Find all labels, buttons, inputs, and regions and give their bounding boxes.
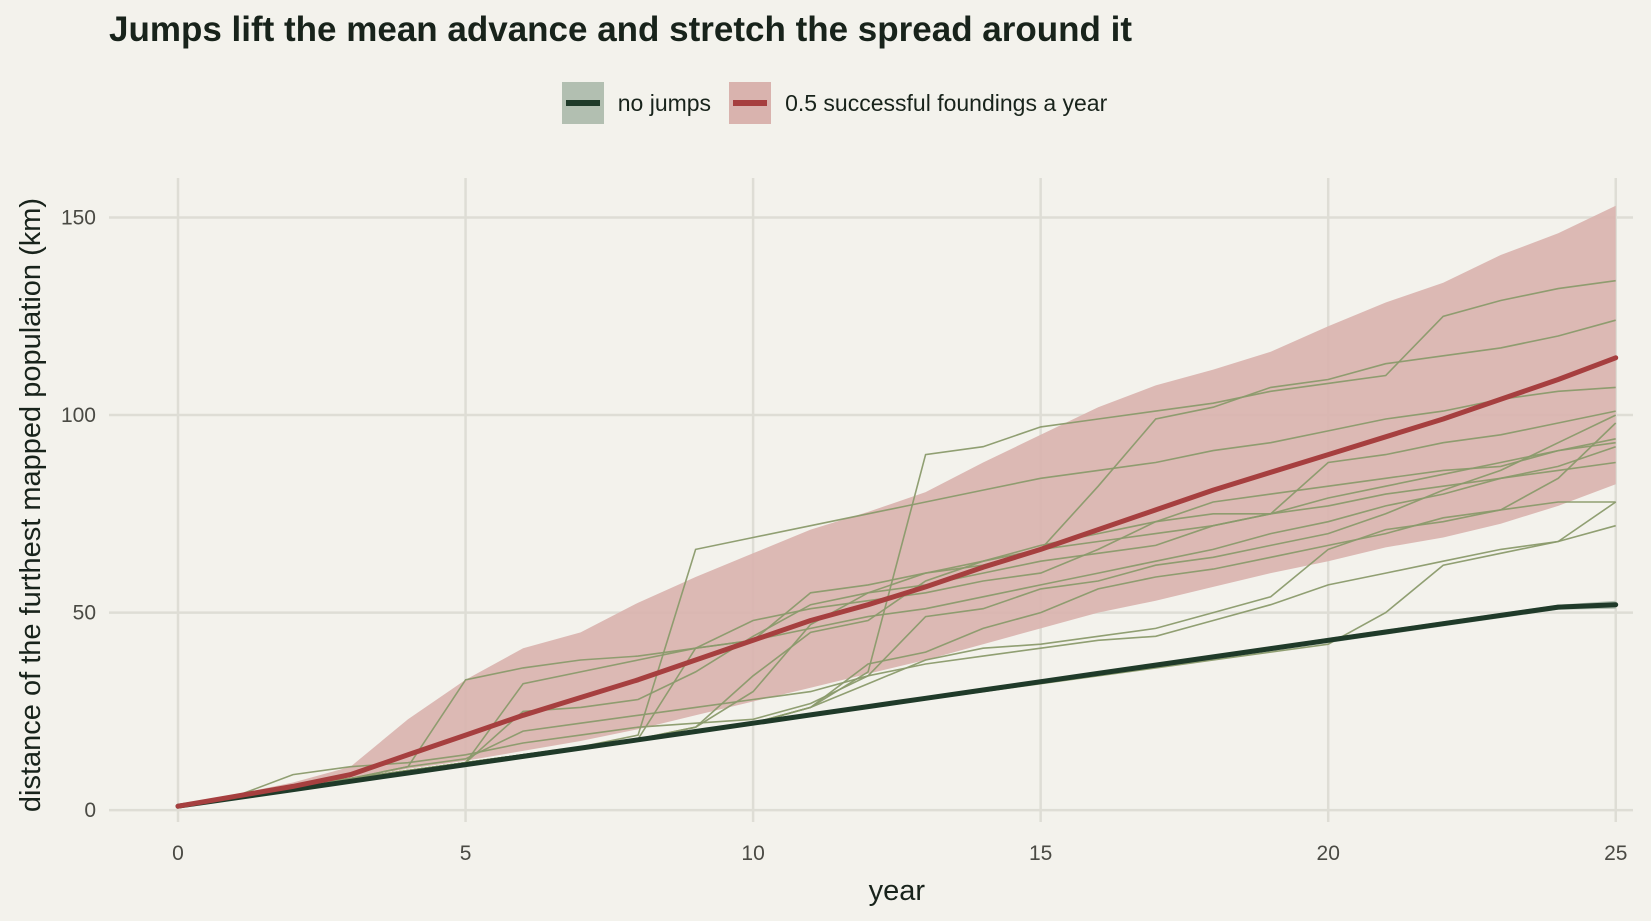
legend: no jumps 0.5 successful foundings a year: [0, 82, 1651, 124]
run-line-3: [177, 501, 1617, 807]
run-line-1: [177, 414, 1617, 807]
line-no-jumps: [175, 602, 1619, 809]
bands: [178, 205, 1616, 807]
y-tick-label-150: 150: [61, 207, 96, 230]
legend-label-jumps: 0.5 successful foundings a year: [785, 89, 1108, 116]
legend-key-jumps: [729, 82, 772, 124]
x-tick-label-5: 5: [460, 842, 472, 865]
x-tick-label-10: 10: [741, 842, 764, 865]
line-jumps: [175, 355, 1619, 809]
x-tick-label-15: 15: [1029, 842, 1052, 865]
x-tick-label-20: 20: [1317, 842, 1340, 865]
band-jumps: [178, 205, 1616, 807]
y-tick-label-50: 50: [73, 602, 96, 625]
legend-key-no-jumps-line: [565, 100, 600, 106]
y-axis-label: distance of the furthest mapped populati…: [15, 198, 47, 812]
legend-key-no-jumps: [561, 82, 604, 124]
mean-lines: [175, 355, 1619, 809]
legend-label-no-jumps: no jumps: [617, 89, 712, 116]
tick-labels: 0 5 10 15 20 25 0 50 100 150: [61, 207, 1627, 865]
legend-entry-no-jumps: no jumps: [561, 82, 712, 124]
legend-key-jumps-line: [733, 100, 768, 106]
y-tick-label-0: 0: [84, 799, 96, 822]
x-tick-label-0: 0: [172, 842, 184, 865]
y-tick-label-100: 100: [61, 404, 96, 427]
chart-title: Jumps lift the mean advance and stretch …: [109, 10, 1133, 49]
x-axis-label: year: [869, 875, 926, 907]
x-tick-label-25: 25: [1604, 842, 1627, 865]
legend-entry-jumps: 0.5 successful foundings a year: [729, 82, 1107, 124]
